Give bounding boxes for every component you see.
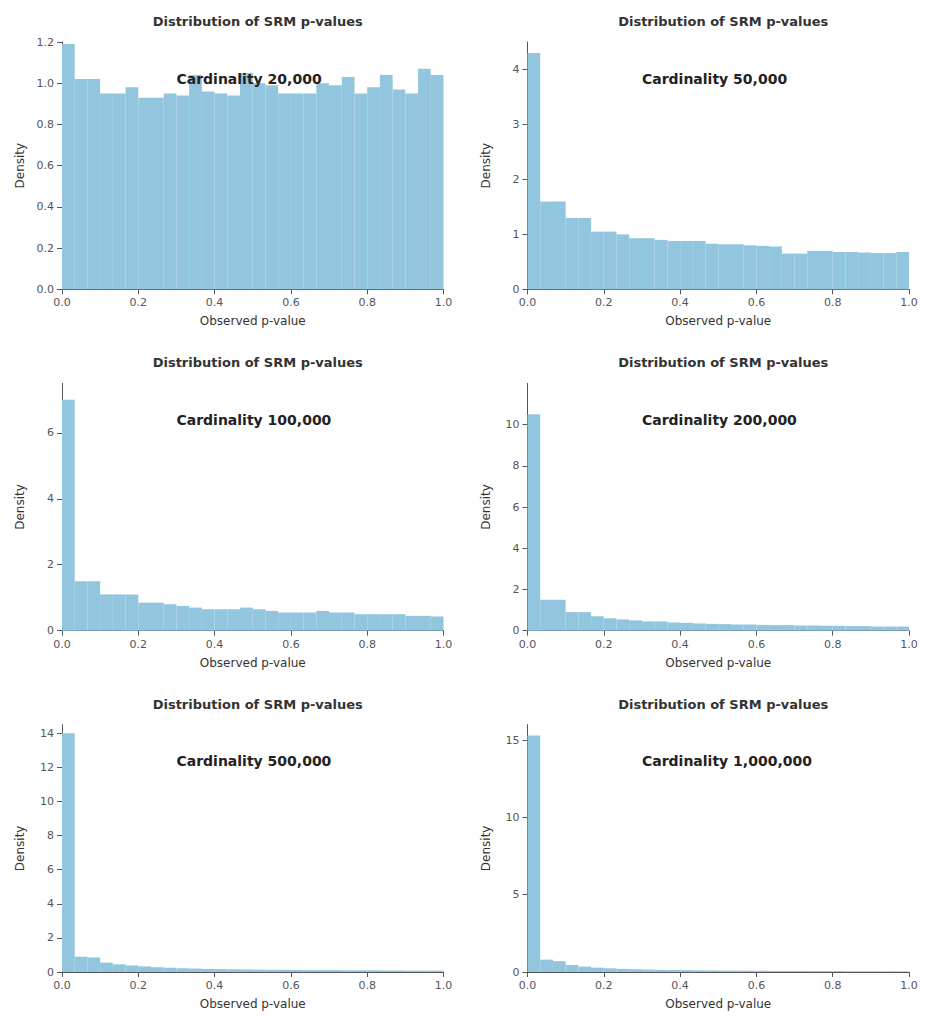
svg-text:6: 6 xyxy=(513,501,520,514)
svg-text:Distribution of SRM p-values: Distribution of SRM p-values xyxy=(153,697,363,712)
svg-text:8: 8 xyxy=(513,459,520,472)
svg-text:2: 2 xyxy=(47,558,54,571)
svg-text:Density: Density xyxy=(479,826,493,872)
svg-text:10: 10 xyxy=(40,795,54,808)
svg-text:0.6: 0.6 xyxy=(282,979,300,992)
svg-text:0.0: 0.0 xyxy=(519,296,537,309)
svg-text:1.0: 1.0 xyxy=(435,638,453,651)
svg-text:0.4: 0.4 xyxy=(206,638,224,651)
svg-text:0.6: 0.6 xyxy=(282,638,300,651)
svg-text:0.8: 0.8 xyxy=(358,979,376,992)
svg-text:Density: Density xyxy=(479,143,493,189)
svg-text:0.4: 0.4 xyxy=(671,296,689,309)
svg-text:Observed p-value: Observed p-value xyxy=(200,997,306,1011)
svg-text:0: 0 xyxy=(47,966,54,979)
svg-text:0.0: 0.0 xyxy=(53,296,71,309)
svg-text:4: 4 xyxy=(47,897,54,910)
svg-text:0.2: 0.2 xyxy=(595,979,613,992)
svg-text:4: 4 xyxy=(513,542,520,555)
svg-text:0.0: 0.0 xyxy=(53,638,71,651)
svg-text:Density: Density xyxy=(13,826,27,872)
svg-text:1.0: 1.0 xyxy=(435,979,453,992)
svg-text:Observed p-value: Observed p-value xyxy=(200,314,306,328)
svg-text:0.4: 0.4 xyxy=(206,296,224,309)
svg-text:4: 4 xyxy=(47,492,54,505)
svg-text:0: 0 xyxy=(513,966,520,979)
svg-text:5: 5 xyxy=(513,888,520,901)
svg-text:10: 10 xyxy=(506,418,520,431)
svg-text:Cardinality 100,000: Cardinality 100,000 xyxy=(176,412,331,428)
svg-text:0.6: 0.6 xyxy=(282,296,300,309)
svg-text:0.6: 0.6 xyxy=(748,979,766,992)
svg-text:10: 10 xyxy=(506,811,520,824)
svg-text:0.4: 0.4 xyxy=(37,200,55,213)
svg-text:0.8: 0.8 xyxy=(824,638,842,651)
svg-text:14: 14 xyxy=(40,727,54,740)
svg-text:Distribution of SRM p-values: Distribution of SRM p-values xyxy=(618,697,828,712)
svg-text:0: 0 xyxy=(47,624,54,637)
svg-text:Cardinality 200,000: Cardinality 200,000 xyxy=(642,412,797,428)
svg-text:Observed p-value: Observed p-value xyxy=(665,997,771,1011)
svg-text:0.2: 0.2 xyxy=(130,979,148,992)
svg-text:Density: Density xyxy=(13,484,27,530)
svg-text:Cardinality 50,000: Cardinality 50,000 xyxy=(642,71,787,87)
svg-text:1: 1 xyxy=(513,228,520,241)
svg-text:Observed p-value: Observed p-value xyxy=(665,314,771,328)
svg-text:Distribution of SRM p-values: Distribution of SRM p-values xyxy=(153,14,363,29)
svg-text:0.6: 0.6 xyxy=(37,159,55,172)
svg-text:0.6: 0.6 xyxy=(748,638,766,651)
svg-text:1.0: 1.0 xyxy=(900,979,918,992)
svg-text:1.2: 1.2 xyxy=(37,36,55,49)
svg-text:4: 4 xyxy=(513,63,520,76)
svg-text:2: 2 xyxy=(513,583,520,596)
svg-text:0.2: 0.2 xyxy=(595,296,613,309)
svg-text:Density: Density xyxy=(13,143,27,189)
svg-text:0.4: 0.4 xyxy=(206,979,224,992)
svg-text:Cardinality 500,000: Cardinality 500,000 xyxy=(176,753,331,769)
svg-text:0.2: 0.2 xyxy=(130,296,148,309)
svg-text:Distribution of SRM p-values: Distribution of SRM p-values xyxy=(618,14,828,29)
svg-text:0.2: 0.2 xyxy=(130,638,148,651)
svg-text:Observed p-value: Observed p-value xyxy=(200,656,306,670)
svg-text:Distribution of SRM p-values: Distribution of SRM p-values xyxy=(618,355,828,370)
svg-text:0.8: 0.8 xyxy=(824,296,842,309)
svg-text:0.8: 0.8 xyxy=(824,979,842,992)
svg-text:0.0: 0.0 xyxy=(519,979,537,992)
svg-text:Cardinality 1,000,000: Cardinality 1,000,000 xyxy=(642,753,812,769)
svg-text:Distribution of SRM p-values: Distribution of SRM p-values xyxy=(153,355,363,370)
svg-text:Observed p-value: Observed p-value xyxy=(665,656,771,670)
svg-text:Cardinality 20,000: Cardinality 20,000 xyxy=(176,71,321,87)
svg-text:0.2: 0.2 xyxy=(595,638,613,651)
svg-text:15: 15 xyxy=(506,734,520,747)
svg-text:12: 12 xyxy=(40,761,54,774)
svg-text:0.8: 0.8 xyxy=(37,118,55,131)
svg-text:1.0: 1.0 xyxy=(435,296,453,309)
svg-text:Density: Density xyxy=(479,484,493,530)
svg-text:0.8: 0.8 xyxy=(358,296,376,309)
svg-text:6: 6 xyxy=(47,863,54,876)
svg-text:1.0: 1.0 xyxy=(900,296,918,309)
svg-text:3: 3 xyxy=(513,118,520,131)
svg-text:0.6: 0.6 xyxy=(748,296,766,309)
svg-text:0.0: 0.0 xyxy=(37,283,55,296)
svg-text:0: 0 xyxy=(513,283,520,296)
svg-text:1.0: 1.0 xyxy=(37,77,55,90)
svg-text:6: 6 xyxy=(47,426,54,439)
svg-text:1.0: 1.0 xyxy=(900,638,918,651)
svg-text:0.2: 0.2 xyxy=(37,242,55,255)
svg-text:0.0: 0.0 xyxy=(519,638,537,651)
svg-text:2: 2 xyxy=(47,931,54,944)
svg-text:0.4: 0.4 xyxy=(671,638,689,651)
svg-text:2: 2 xyxy=(513,173,520,186)
svg-text:8: 8 xyxy=(47,829,54,842)
svg-text:0.4: 0.4 xyxy=(671,979,689,992)
svg-text:0.8: 0.8 xyxy=(358,638,376,651)
svg-text:0: 0 xyxy=(513,624,520,637)
svg-text:0.0: 0.0 xyxy=(53,979,71,992)
